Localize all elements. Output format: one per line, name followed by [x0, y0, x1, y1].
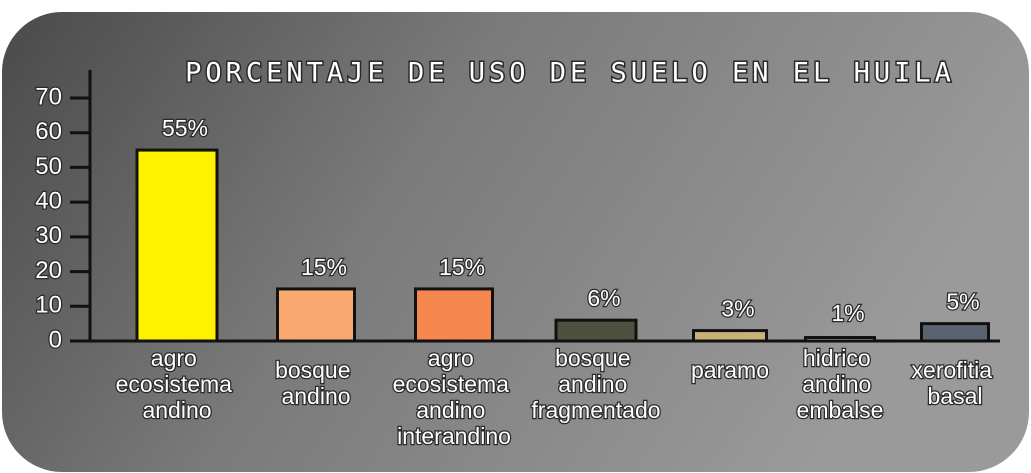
y-tick-label: 60 [35, 118, 62, 145]
panel [2, 12, 1029, 472]
y-tick-label: 20 [35, 257, 62, 284]
value-label: 6% [587, 285, 620, 311]
bar [692, 329, 768, 343]
x-tick-label: xerofitia basal [912, 357, 999, 409]
y-tick-label: 0 [49, 326, 62, 353]
y-tick-label: 50 [35, 153, 62, 180]
y-tick-label: 30 [35, 222, 62, 249]
x-tick-label: hidrico andino embalse [797, 345, 884, 423]
y-tick-label: 70 [35, 83, 62, 110]
value-label: 15% [439, 254, 485, 280]
value-label: 1% [831, 300, 864, 326]
value-label: 3% [721, 296, 754, 322]
x-tick-label: paramo [691, 357, 769, 383]
x-tick-label: bosque andino [275, 357, 357, 409]
bar [920, 322, 990, 343]
y-tick-label: 40 [35, 187, 62, 214]
bar [414, 287, 494, 343]
bar [276, 287, 356, 343]
bar [804, 336, 876, 343]
x-tick-label: agro ecosistema andino interandino [393, 345, 516, 449]
x-tick-label: bosque andino fragmentado [531, 345, 660, 423]
x-tick-label: agro ecosistema andino [116, 345, 239, 423]
value-label: 5% [946, 289, 979, 315]
y-tick-label: 10 [35, 292, 62, 319]
value-label: 15% [301, 254, 347, 280]
chart-title: PORCENTAJE DE USO DE SUELO EN EL HUILA [185, 58, 955, 89]
bar [135, 148, 219, 343]
value-label: 55% [162, 115, 208, 141]
bar [554, 318, 638, 343]
